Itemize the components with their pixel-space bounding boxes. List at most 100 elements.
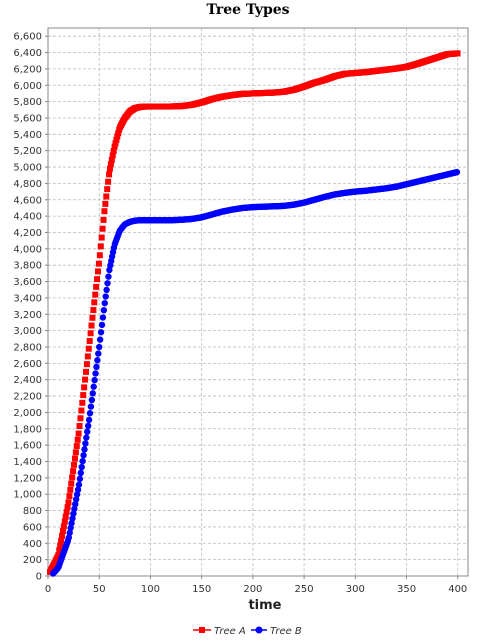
y-tick-label: 6,400 <box>13 48 42 59</box>
data-point-tree-a <box>94 276 101 283</box>
data-point-tree-a <box>71 461 78 468</box>
y-tick-label: 4,400 <box>13 212 42 223</box>
y-tick-label: 1,400 <box>13 457 42 468</box>
data-point-tree-b <box>96 336 104 343</box>
data-point-tree-b <box>76 475 84 483</box>
data-point-tree-b <box>73 491 81 498</box>
y-tick-label: 5,400 <box>13 130 42 141</box>
data-point-tree-a <box>86 337 93 344</box>
data-point-tree-a <box>101 208 108 215</box>
data-point-tree-a <box>93 283 100 290</box>
chart-title: Tree Types <box>206 2 289 18</box>
data-point-tree-b <box>68 520 75 527</box>
data-point-tree-a <box>83 368 90 375</box>
data-point-tree-b <box>93 363 100 371</box>
y-tick-label: 5,600 <box>13 113 42 124</box>
x-axis-label: time <box>248 598 281 613</box>
y-tick-label: 6,600 <box>13 32 42 43</box>
data-point-tree-a <box>62 513 69 520</box>
data-point-tree-a <box>63 508 70 515</box>
x-tick-label: 150 <box>192 584 211 595</box>
data-point-tree-b <box>92 370 99 377</box>
data-point-tree-b <box>101 299 108 307</box>
data-point-tree-b <box>69 515 76 522</box>
data-point-tree-a <box>112 140 119 147</box>
data-point-tree-b <box>66 529 73 537</box>
data-point-tree-b <box>82 440 89 447</box>
data-point-tree-a <box>68 480 75 487</box>
data-point-tree-a <box>106 165 113 172</box>
series-layer <box>47 50 461 577</box>
data-point-tree-a <box>92 291 99 298</box>
data-point-tree-b <box>98 321 106 329</box>
data-point-tree-a <box>59 528 66 535</box>
x-tick-label: 100 <box>141 584 160 595</box>
data-point-tree-b <box>90 383 97 390</box>
legend-label-tree-b: Tree B <box>270 626 302 637</box>
y-tick-label: 3,600 <box>13 277 42 288</box>
data-point-tree-a <box>89 314 96 321</box>
y-tick-label: 4,200 <box>13 228 42 239</box>
data-point-tree-a <box>55 552 62 559</box>
data-point-tree-b <box>74 486 82 493</box>
data-point-tree-a <box>97 243 104 250</box>
data-point-tree-a <box>81 384 88 391</box>
data-point-tree-a <box>79 399 86 406</box>
y-tick-label: 1,800 <box>13 424 42 435</box>
data-point-tree-a <box>56 547 63 554</box>
data-point-tree-a <box>104 186 111 193</box>
data-point-tree-a <box>454 50 461 57</box>
y-tick-label: 4,000 <box>13 244 42 255</box>
data-point-tree-a <box>58 537 65 544</box>
data-point-tree-a <box>78 407 85 414</box>
data-point-tree-b <box>67 524 74 532</box>
data-point-tree-b <box>72 496 80 503</box>
data-point-tree-a <box>88 322 95 329</box>
y-tick-label: 3,800 <box>13 261 42 272</box>
data-point-tree-a <box>108 156 115 163</box>
data-point-tree-a <box>65 499 72 506</box>
y-tick-label: 800 <box>23 506 42 517</box>
data-point-tree-a <box>100 216 107 223</box>
data-point-tree-a <box>73 443 80 450</box>
data-point-tree-a <box>107 161 114 168</box>
data-point-tree-b <box>84 422 92 430</box>
data-point-tree-a <box>69 474 76 481</box>
y-tick-label: 4,600 <box>13 195 42 206</box>
data-point-tree-a <box>113 136 120 143</box>
legend-marker-tree-b <box>255 626 263 634</box>
data-point-tree-b <box>103 286 110 294</box>
data-point-tree-a <box>67 486 74 493</box>
x-tick-label: 400 <box>448 584 467 595</box>
data-point-tree-b <box>86 410 94 417</box>
y-tick-label: 5,800 <box>13 97 42 108</box>
data-point-tree-a <box>82 376 89 383</box>
data-point-tree-a <box>91 299 98 306</box>
y-tick-label: 3,200 <box>13 310 42 321</box>
x-axis-ticks: 0 50 100 150 200 250 300 350 400 <box>45 576 467 595</box>
data-point-tree-a <box>115 130 122 137</box>
data-point-tree-b <box>95 350 102 357</box>
data-point-tree-a <box>74 436 81 443</box>
y-tick-label: 2,000 <box>13 408 42 419</box>
data-point-tree-b <box>105 273 112 280</box>
data-point-tree-b <box>65 534 72 541</box>
data-point-tree-b <box>70 510 77 517</box>
y-tick-label: 1,600 <box>13 441 42 452</box>
data-point-tree-a <box>76 422 83 429</box>
data-point-tree-a <box>98 234 105 241</box>
data-point-tree-b <box>87 403 95 410</box>
data-point-tree-a <box>103 193 110 200</box>
legend-marker-tree-a <box>199 627 205 633</box>
y-tick-label: 6,000 <box>13 81 42 92</box>
x-tick-label: 300 <box>346 584 365 595</box>
data-point-tree-a <box>85 345 92 352</box>
legend: Tree A Tree B <box>193 626 302 637</box>
data-point-tree-a <box>94 268 101 275</box>
data-point-tree-b <box>71 505 78 513</box>
data-point-tree-b <box>85 416 93 424</box>
data-point-tree-a <box>111 143 118 150</box>
y-tick-label: 6,200 <box>13 64 42 75</box>
